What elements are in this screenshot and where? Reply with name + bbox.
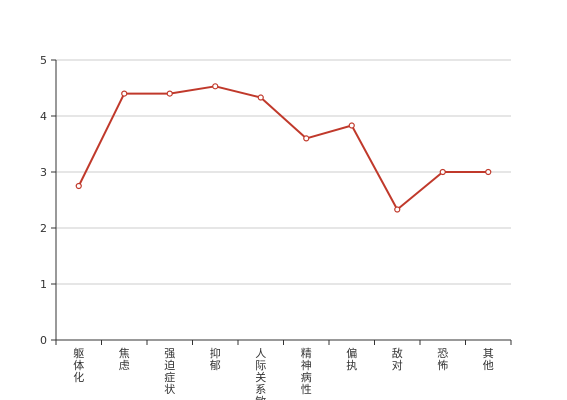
x-tick-label: 恐怖 [437,347,448,372]
y-tick-label: 2 [40,222,47,235]
x-tick-label: 人际关系敏感 [255,347,266,400]
series-group [75,83,492,213]
y-tick-label: 0 [40,334,47,347]
grid-lines [56,59,511,285]
data-point[interactable] [166,90,173,97]
data-point[interactable] [394,206,401,213]
data-point[interactable] [485,168,492,176]
data-point[interactable] [212,83,219,90]
x-tick-label: 强迫症状 [164,347,175,396]
x-tick-label: 其他 [483,347,494,372]
series-line [77,85,489,211]
x-tick-label: 精神病性 [301,347,312,396]
x-tick-label: 焦虑 [119,347,130,372]
data-point[interactable] [348,122,355,129]
x-tick-label: 偏执 [346,346,357,372]
data-point[interactable] [75,182,82,190]
y-tick-label: 4 [40,110,47,123]
data-point[interactable] [303,135,310,142]
x-tick-label: 抑郁 [210,346,221,372]
x-tick-label: 敌对 [392,346,403,372]
y-tick-label: 3 [40,166,47,179]
y-tick-label: 5 [40,54,47,67]
y-tick-label: 1 [40,278,47,291]
x-axis: 躯体化 焦虑 强迫症状 抑郁 人际关系敏感 精神病性 偏执 敌对 恐怖 其他 [55,339,512,400]
data-point[interactable] [439,168,446,176]
data-point[interactable] [121,90,128,97]
y-axis: 0 1 2 3 4 5 [40,54,57,347]
data-point[interactable] [257,94,264,101]
x-tick-label: 躯体化 [73,347,84,384]
